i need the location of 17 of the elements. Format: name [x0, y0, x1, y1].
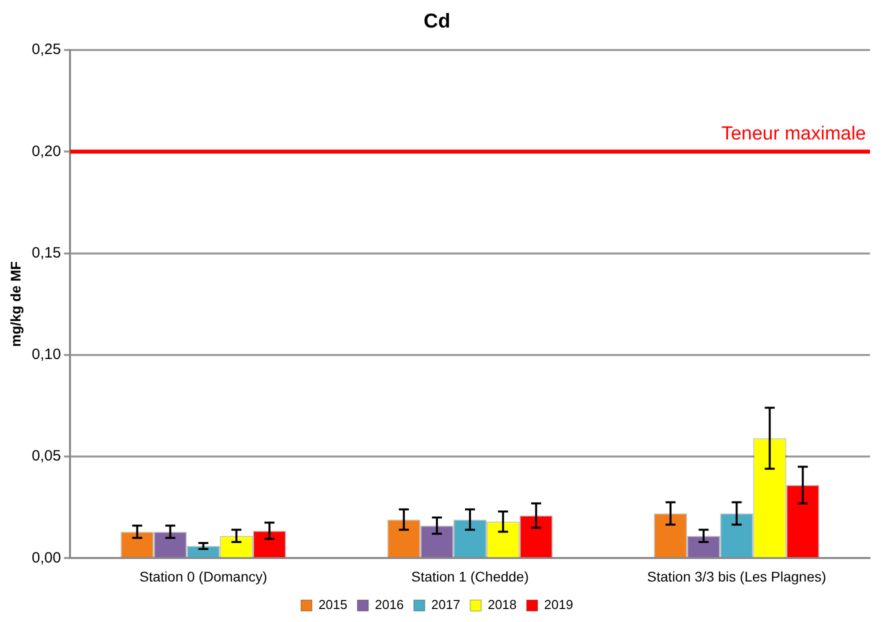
- legend-label: 2015: [318, 597, 348, 612]
- y-tick-label: 0,05: [32, 448, 61, 465]
- y-tick-label: 0,15: [32, 244, 61, 262]
- y-tick-label: 0,20: [32, 142, 61, 160]
- y-tick-label: 0,00: [32, 549, 61, 566]
- ref-line-label: Teneur maximale: [721, 123, 866, 144]
- y-tick-label: 0,25: [32, 41, 61, 58]
- x-tick-label: Station 3/3 bis (Les Plagnes): [647, 568, 826, 584]
- y-axis-title: mg/kg de MF: [7, 260, 24, 347]
- legend-label: 2018: [488, 597, 517, 612]
- x-tick-label: Station 1 (Chedde): [411, 568, 529, 584]
- chart-title: Cd: [424, 10, 450, 33]
- y-tick-label: 0,10: [32, 346, 61, 364]
- legend-label: 2016: [374, 597, 404, 612]
- legend-label: 2017: [431, 597, 460, 612]
- x-tick-label: Station 0 (Domancy): [140, 568, 268, 584]
- legend-label: 2019: [544, 597, 574, 612]
